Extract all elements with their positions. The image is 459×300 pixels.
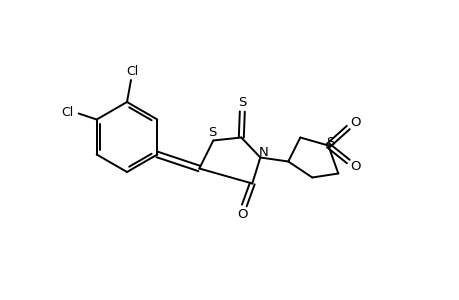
Text: S: S <box>238 96 246 109</box>
Text: Cl: Cl <box>62 106 73 119</box>
Text: S: S <box>325 136 334 149</box>
Text: O: O <box>236 208 247 221</box>
Text: O: O <box>349 160 360 173</box>
Text: O: O <box>349 116 360 129</box>
Text: S: S <box>207 126 216 139</box>
Text: Cl: Cl <box>126 64 138 77</box>
Text: N: N <box>258 146 268 159</box>
